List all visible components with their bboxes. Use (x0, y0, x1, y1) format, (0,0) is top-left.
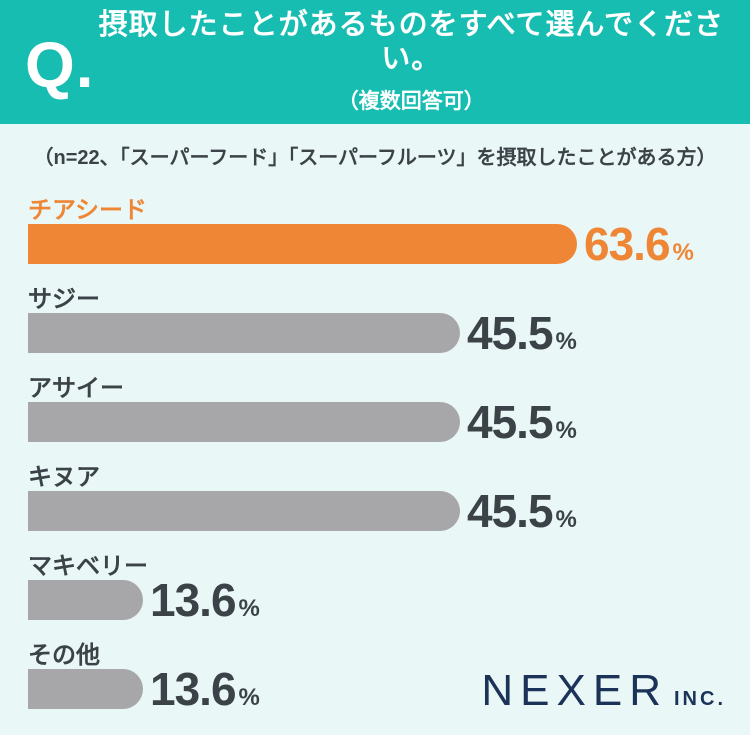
bar-value-number: 45.5 (467, 396, 554, 448)
sample-note: （n=22、「スーパーフード」「スーパーフルーツ」を摂取したことがある方） (33, 147, 717, 169)
bar-value-unit: % (555, 417, 577, 444)
bar-value-unit: % (555, 328, 577, 355)
bar-line: 45.5 % (28, 488, 750, 534)
nexer-logo: NEXER INC. (481, 669, 726, 713)
bar-value: 45.5 % (467, 488, 577, 534)
question-subtitle: （複数回答可） (337, 89, 485, 113)
bar-value: 45.5 % (467, 310, 577, 356)
bar-value-number: 45.5 (467, 485, 554, 537)
bar-value-unit: % (238, 595, 260, 622)
bar-value: 13.6 % (150, 666, 260, 712)
bar-value-unit: % (238, 684, 260, 711)
bar-line: 13.6 % (28, 666, 750, 712)
bar (28, 313, 460, 353)
chart-row: キヌア 45.5 % (28, 464, 750, 534)
bar-label: キヌア (28, 464, 100, 491)
bar-label: チアシード (28, 197, 148, 224)
question-title: 摂取したことがあるものをすべて選んでください。 (98, 9, 724, 75)
nexer-logo-suffix: INC. (674, 688, 726, 710)
bar-value-unit: % (555, 506, 577, 533)
bar (28, 224, 577, 264)
bar-value-number: 63.6 (584, 218, 671, 270)
bar (28, 491, 460, 531)
bar-line: 13.6 % (28, 577, 750, 623)
bar-value-unit: % (672, 239, 694, 266)
bar (28, 580, 143, 620)
bar-value-number: 13.6 (150, 663, 237, 715)
bar-value: 13.6 % (150, 577, 260, 623)
bar-label: マキベリー (28, 553, 148, 580)
bars: チアシード 63.6 % サジー 45.5 % アサイー (0, 171, 750, 712)
bar-value-number: 45.5 (467, 307, 554, 359)
bar-value: 45.5 % (467, 399, 577, 445)
chart-row: チアシード 63.6 % (28, 197, 750, 267)
bar-value: 63.6 % (584, 221, 694, 267)
bar-label: サジー (28, 286, 100, 313)
question-text-block: 摂取したことがあるものをすべて選んでください。 （複数回答可） (95, 9, 728, 115)
bar (28, 669, 143, 709)
chart-row: その他 13.6 % (28, 642, 750, 712)
bar-value-number: 13.6 (150, 574, 237, 626)
bar-line: 45.5 % (28, 310, 750, 356)
bar (28, 402, 460, 442)
chart-row: アサイー 45.5 % (28, 375, 750, 445)
question-header: Q. 摂取したことがあるものをすべて選んでください。 （複数回答可） (0, 0, 750, 124)
chart-row: サジー 45.5 % (28, 286, 750, 356)
question-mark-label: Q. (25, 29, 95, 102)
bar-line: 45.5 % (28, 399, 750, 445)
bar-label: その他 (28, 642, 100, 669)
nexer-logo-main: NEXER (481, 666, 668, 715)
chart-row: マキベリー 13.6 % (28, 553, 750, 623)
bar-label: アサイー (28, 375, 124, 402)
bar-line: 63.6 % (28, 221, 750, 267)
